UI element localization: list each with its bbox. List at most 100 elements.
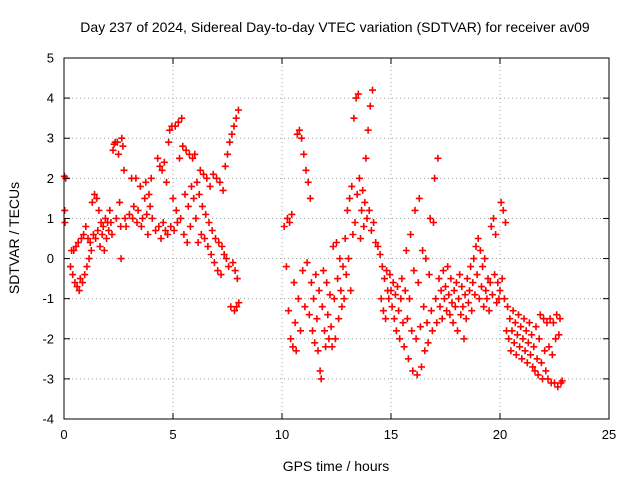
chart-title: Day 237 of 2024, Sidereal Day-to-day VTE… (80, 19, 590, 35)
data-point (74, 239, 82, 246)
data-point (469, 279, 477, 287)
data-point (158, 166, 166, 174)
data-point (385, 295, 393, 303)
data-point (196, 166, 204, 174)
data-point (414, 279, 422, 287)
data-point (299, 267, 307, 275)
y-tick-label: -1 (42, 291, 54, 306)
data-point (423, 319, 431, 327)
data-point (551, 379, 558, 387)
data-point (436, 303, 444, 311)
data-point (389, 279, 397, 287)
data-point (67, 263, 74, 271)
data-point (327, 323, 335, 331)
data-point (487, 223, 495, 230)
data-point (106, 206, 114, 214)
data-point (346, 194, 354, 202)
data-point (314, 347, 322, 355)
data-point (342, 271, 350, 279)
data-point (216, 178, 224, 186)
data-point (392, 327, 400, 335)
data-point (555, 331, 563, 339)
data-point (341, 235, 349, 242)
data-point (435, 275, 443, 283)
data-point (203, 174, 211, 182)
data-point (457, 311, 465, 319)
data-point (396, 335, 404, 343)
data-point (386, 271, 394, 279)
data-point (192, 214, 200, 222)
data-point (321, 327, 328, 335)
data-point (289, 343, 297, 351)
data-point (350, 114, 358, 122)
data-point (142, 178, 150, 186)
data-point (87, 247, 95, 254)
data-point (173, 219, 181, 226)
x-tick-label: 15 (384, 427, 398, 442)
data-point (200, 170, 207, 178)
data-point (298, 134, 306, 142)
data-point (460, 335, 468, 343)
data-point (515, 311, 522, 319)
data-point (193, 178, 201, 186)
data-point (433, 319, 441, 327)
data-points (60, 86, 566, 391)
data-point (206, 182, 214, 190)
data-point (450, 287, 458, 295)
data-point (359, 186, 367, 194)
data-point (188, 182, 195, 190)
data-point (286, 219, 294, 226)
data-point (363, 214, 371, 222)
data-point (556, 315, 564, 323)
data-point (80, 231, 88, 238)
data-point (301, 303, 309, 311)
data-point (186, 223, 194, 230)
data-point (77, 235, 85, 242)
data-point (422, 255, 430, 263)
data-point (451, 303, 459, 311)
data-point (377, 295, 385, 303)
data-point (459, 303, 467, 311)
data-point (427, 307, 435, 315)
data-point (379, 307, 387, 315)
data-point (467, 263, 475, 271)
x-tick-label: 20 (493, 427, 507, 442)
data-point (174, 118, 182, 126)
data-point (364, 126, 372, 134)
data-point (448, 299, 456, 307)
data-point (437, 287, 445, 295)
data-point (86, 239, 94, 246)
data-point (546, 315, 554, 323)
data-point (542, 367, 550, 375)
data-point (212, 235, 219, 242)
data-point (93, 194, 101, 202)
y-tick-label: 3 (47, 131, 54, 146)
data-point (391, 291, 399, 299)
data-point (97, 219, 105, 226)
data-point (107, 219, 115, 226)
data-point (394, 283, 401, 291)
data-point (474, 235, 482, 242)
data-point (548, 351, 556, 359)
data-point (382, 315, 390, 323)
data-point (528, 331, 536, 339)
data-point (73, 283, 81, 291)
data-point (461, 291, 469, 299)
data-point (522, 327, 530, 335)
data-point (361, 198, 369, 206)
data-point (456, 271, 464, 279)
data-point (395, 307, 403, 315)
data-point (328, 343, 336, 351)
data-point (516, 343, 524, 351)
data-point (98, 231, 106, 238)
data-point (317, 375, 325, 383)
data-point (130, 202, 138, 210)
data-point (224, 150, 231, 158)
data-point (553, 311, 561, 319)
data-point (115, 150, 122, 158)
data-point (290, 279, 298, 287)
data-point (84, 235, 92, 242)
data-point (544, 375, 552, 383)
data-point (408, 327, 416, 335)
data-point (430, 219, 437, 226)
